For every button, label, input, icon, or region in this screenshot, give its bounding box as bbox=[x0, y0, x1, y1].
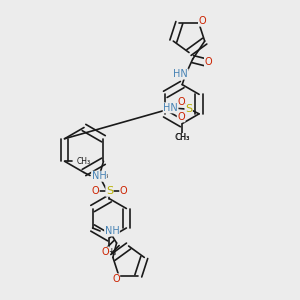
Text: O: O bbox=[199, 16, 206, 26]
Text: CH₃: CH₃ bbox=[174, 134, 190, 142]
Text: O: O bbox=[177, 97, 185, 107]
Text: HN: HN bbox=[163, 103, 178, 113]
Text: O: O bbox=[102, 247, 109, 257]
Text: O: O bbox=[112, 274, 120, 284]
Text: S: S bbox=[185, 104, 192, 114]
Text: NH: NH bbox=[92, 171, 106, 181]
Text: NH: NH bbox=[105, 226, 119, 236]
Text: O: O bbox=[177, 112, 185, 122]
Text: CH₃: CH₃ bbox=[102, 248, 116, 257]
Text: CH₃: CH₃ bbox=[95, 171, 109, 180]
Text: S: S bbox=[106, 186, 113, 196]
Text: O: O bbox=[92, 186, 99, 196]
Text: O: O bbox=[205, 57, 212, 67]
Text: CH₃: CH₃ bbox=[175, 134, 189, 142]
Text: CH₃: CH₃ bbox=[77, 157, 91, 166]
Text: O: O bbox=[120, 186, 128, 196]
Text: HN: HN bbox=[173, 69, 188, 79]
